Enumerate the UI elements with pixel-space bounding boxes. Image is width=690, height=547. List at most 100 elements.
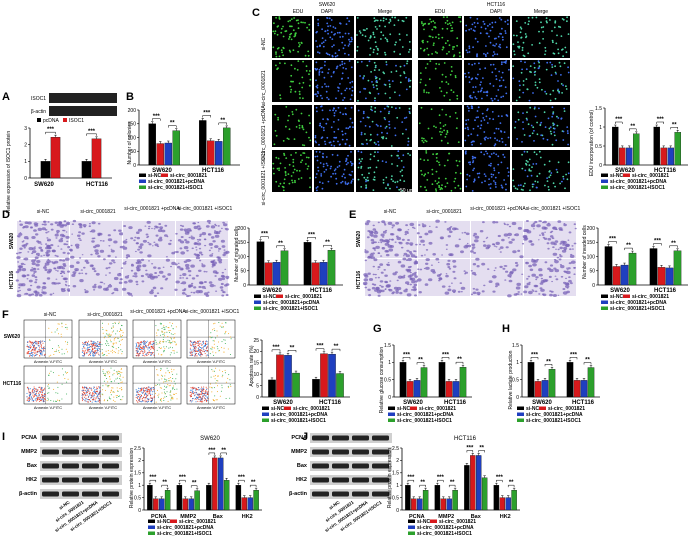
grid-E-cell-1-0-75	[388, 289, 391, 291]
edu-cell-0-5-55	[552, 41, 554, 43]
edu-cell-1-4-16	[482, 77, 484, 79]
flow-event-0-3-110	[204, 351, 205, 352]
edu-cell-2-1-55	[318, 144, 320, 146]
edu-cell-3-5-17	[531, 166, 533, 168]
edu-cell-3-1-39	[322, 156, 324, 158]
flow-apo-0-1-23	[110, 340, 111, 341]
grid-E-cell-0-2-47	[496, 246, 498, 247]
grid-E-cell-0-0-33	[371, 242, 374, 244]
grid-E-cell-1-3-44	[540, 289, 545, 292]
grid-E-cell-1-1-8	[446, 263, 450, 266]
flow-apo-0-3-50	[231, 338, 232, 339]
grid-E-cell-0-3-55	[539, 220, 542, 222]
flow-event-0-3-143	[206, 341, 207, 342]
edu-cell-0-4-59	[485, 55, 487, 57]
edu-cell-1-1-33	[324, 77, 326, 79]
edu-cell-2-4-38	[490, 137, 492, 139]
flow-apo-0-0-10	[59, 347, 60, 348]
flow-event-1-0-19	[41, 394, 42, 395]
edu-cell-3-1-60	[347, 183, 349, 185]
edu-cell-3-3-7	[436, 160, 438, 162]
edu-cell-2-1-14	[345, 127, 347, 129]
edu-cell-0-2-53	[380, 31, 382, 33]
grid-D-cell-0-3-79	[222, 254, 225, 256]
grid-D-cell-1-0-62	[65, 284, 67, 285]
edu-cell-0-3-17	[420, 48, 422, 50]
flow-event-0-2-48	[154, 349, 155, 350]
flow-event-0-3-93	[190, 340, 191, 341]
flow-event-1-2-93	[144, 391, 145, 392]
flow-apo-1-0-11	[57, 393, 58, 394]
edu-cell-1-0-8	[297, 69, 299, 71]
edu-cell-1-4-47	[492, 100, 494, 102]
flow-event-0-3-141	[199, 355, 200, 356]
grid-D-cell-1-2-44	[157, 292, 159, 294]
flow-event-1-3-117	[198, 394, 199, 395]
grid-D-cell-0-1-39	[113, 241, 117, 244]
grid-E-cell-1-2-43	[510, 271, 514, 274]
grid-D-cell-1-1-32	[84, 289, 86, 290]
edu-cell-0-4-37	[496, 53, 498, 55]
grid-D-cell-1-3-68	[175, 263, 178, 265]
edu-cell-0-4-16	[472, 46, 474, 48]
grid-D-cell-0-2-13	[149, 243, 152, 245]
grid-D-cell-0-3-70	[214, 245, 218, 248]
edu-cell-0-3-58	[424, 49, 426, 51]
bar-e-1-2	[666, 268, 673, 285]
edu-cell-3-4-24	[490, 165, 492, 167]
grid-D-cell-0-3-47	[197, 222, 199, 223]
flow-event-0-2-92	[136, 346, 137, 347]
flow-event-0-1-146	[97, 346, 98, 347]
flow-apo-0-1-53	[105, 343, 106, 344]
flow-event-0-3-85	[198, 348, 199, 349]
grid-E-cell-1-0-52	[374, 289, 378, 292]
edu-cell-1-5-48	[519, 96, 521, 98]
grid-D-cell-0-0-82	[16, 256, 20, 259]
bar-b-0-3	[173, 131, 180, 165]
edu-cell-2-4-41	[477, 125, 479, 127]
edu-cell-1-3-6	[456, 95, 458, 97]
edu-cell-1-4-31	[498, 71, 500, 73]
edu-cell-1-2-20	[376, 85, 378, 87]
edu-cell-3-4-26	[472, 158, 474, 160]
flow-event-1-1-83	[85, 387, 86, 388]
legend-swatch-legend-E-2	[601, 301, 608, 305]
grid-D-cell-0-1-20	[92, 238, 95, 240]
edu-cell-2-4-52	[494, 132, 496, 134]
edu-cell-2-5-0	[533, 140, 535, 142]
sig-label-d-0-a: ***	[261, 232, 269, 238]
flow-apo-0-3-51	[223, 339, 224, 340]
edu-cell-3-3-0	[441, 184, 443, 186]
grid-D-cell-1-1-11	[72, 271, 76, 274]
edu-tile-1-3	[418, 60, 462, 102]
edu-cell-0-1-63	[326, 23, 328, 25]
grid-D-cell-1-3-34	[201, 264, 205, 267]
flow-event-0-3-158	[203, 347, 204, 348]
flow-event-0-0-158	[34, 345, 35, 346]
edu-cell-1-4-57	[493, 64, 495, 66]
grid-E-cell-1-0-96	[411, 278, 416, 281]
flow-event-0-3-123	[205, 353, 206, 354]
flow-event-0-0-26	[33, 345, 34, 346]
edu-cell-0-5-46	[558, 26, 560, 28]
flow-apo-0-2-45	[172, 341, 173, 342]
edu-cell-3-3-33	[455, 172, 457, 174]
edu-cell-3-2-30	[399, 179, 401, 181]
flow-apo-1-0-30	[67, 372, 68, 373]
grid-D-cell-1-0-60	[61, 276, 63, 277]
grid-D-cell-1-1-48	[120, 278, 123, 280]
grid-E-cell-0-0-8	[378, 242, 380, 243]
edu-cell-1-5-15	[551, 64, 553, 66]
edu-cell-2-3-3	[431, 137, 433, 139]
edu-cell-0-3-6	[431, 53, 433, 55]
edu-cell-0-2-40	[362, 34, 364, 36]
edu-cell-3-2-0	[391, 175, 393, 177]
edu-cell-3-4-69	[474, 180, 476, 182]
edu-cell-0-2-11	[365, 35, 367, 37]
grid-E-cell-0-1-1	[452, 227, 456, 230]
flow-apo-0-3-37	[214, 341, 215, 342]
edu-cell-0-1-21	[351, 38, 353, 40]
edu-cell-1-3-32	[439, 87, 441, 89]
edu-cell-3-2-24	[385, 161, 387, 163]
